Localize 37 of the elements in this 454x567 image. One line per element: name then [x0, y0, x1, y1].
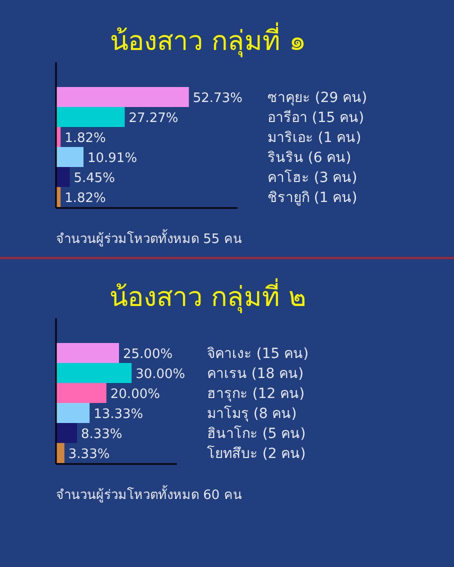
bar [56, 343, 119, 363]
y-tick-label: คาเรน (18 คน) [206, 366, 304, 382]
data-label: 30.00% [136, 367, 186, 382]
chart-title: น้องสาว กลุ่มที่ ๑ [110, 22, 306, 58]
y-tick-label: อารีอา (15 คน) [267, 110, 364, 126]
y-tick-label: ซาคุยะ (29 คน) [267, 90, 368, 106]
y-tick-label: ฮารุกะ (12 คน) [206, 386, 305, 402]
bar [56, 107, 125, 127]
y-tick-label: ชิรายูกิ (1 คน) [267, 190, 358, 206]
data-label: 3.33% [68, 447, 110, 462]
data-label: 25.00% [123, 347, 173, 362]
bar [56, 383, 106, 403]
data-label: 13.33% [94, 407, 144, 422]
y-tick-label: ฮินาโกะ (5 คน) [206, 425, 306, 442]
bar [56, 147, 84, 167]
y-tick-label: คาโฮะ (3 คน) [267, 169, 358, 186]
y-tick-label: มาโมรุ (8 คน) [206, 405, 297, 422]
bar [56, 403, 90, 423]
data-label: 8.33% [80, 427, 122, 442]
bar [56, 363, 132, 383]
data-label: 1.82% [64, 191, 106, 206]
data-label: 10.91% [87, 151, 138, 166]
data-label: 5.45% [74, 171, 116, 186]
bar [56, 423, 77, 443]
chart-title: น้องสาว กลุ่มที่ ๒ [109, 278, 307, 314]
y-tick-label: รินริน (6 คน) [267, 150, 352, 166]
bar [56, 87, 189, 107]
text: จำนวนผู้ร่วมโหวตทั้งหมด 55 คน [56, 229, 242, 247]
y-tick-label: โยทสึบะ (2 คน) [206, 445, 306, 462]
y-tick-label: จิคาเงะ (15 คน) [206, 346, 309, 362]
data-label: 52.73% [192, 91, 242, 106]
data-label: 1.82% [64, 131, 106, 146]
text: จำนวนผู้ร่วมโหวตทั้งหมด 60 คน [56, 485, 242, 503]
y-tick-label: มาริเอะ (1 คน) [267, 130, 362, 146]
data-label: 20.00% [110, 387, 160, 402]
bar [56, 167, 70, 187]
data-label: 27.27% [128, 111, 178, 126]
